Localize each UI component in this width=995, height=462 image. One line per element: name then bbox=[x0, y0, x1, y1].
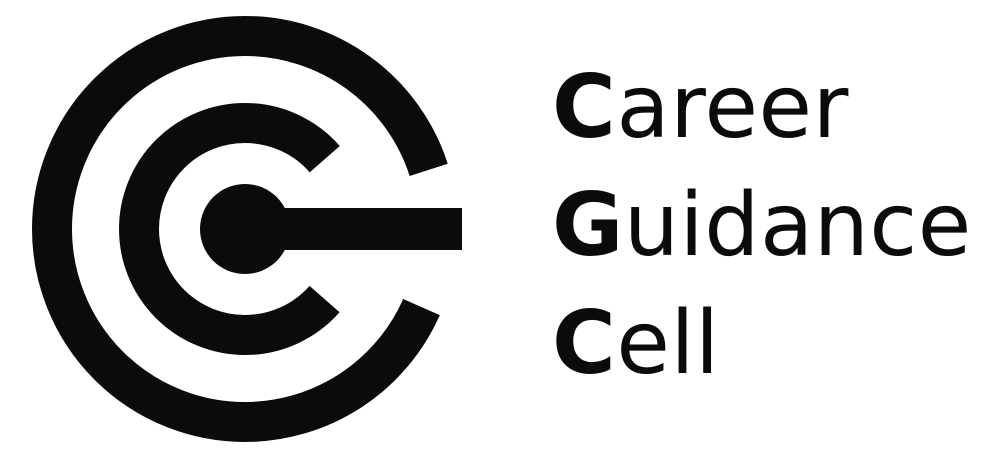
concentric-g-c-logo-icon bbox=[32, 16, 462, 442]
center-dot bbox=[200, 184, 290, 274]
inner-c-ring bbox=[119, 103, 371, 355]
wordmark: Career Guidance Cell bbox=[552, 48, 972, 402]
wordmark-line-career: Career bbox=[552, 48, 972, 166]
g-crossbar bbox=[262, 208, 462, 250]
outer-g-ring bbox=[32, 16, 458, 442]
wordmark-initial: G bbox=[552, 174, 624, 276]
wordmark-rest: uidance bbox=[623, 174, 972, 276]
wordmark-initial: C bbox=[552, 292, 617, 394]
wordmark-rest: ell bbox=[616, 292, 720, 394]
wordmark-rest: areer bbox=[616, 56, 849, 158]
logo-emblem bbox=[30, 12, 470, 452]
wordmark-initial: C bbox=[552, 56, 617, 158]
wordmark-line-cell: Cell bbox=[552, 284, 972, 402]
wordmark-line-guidance: Guidance bbox=[552, 166, 972, 284]
